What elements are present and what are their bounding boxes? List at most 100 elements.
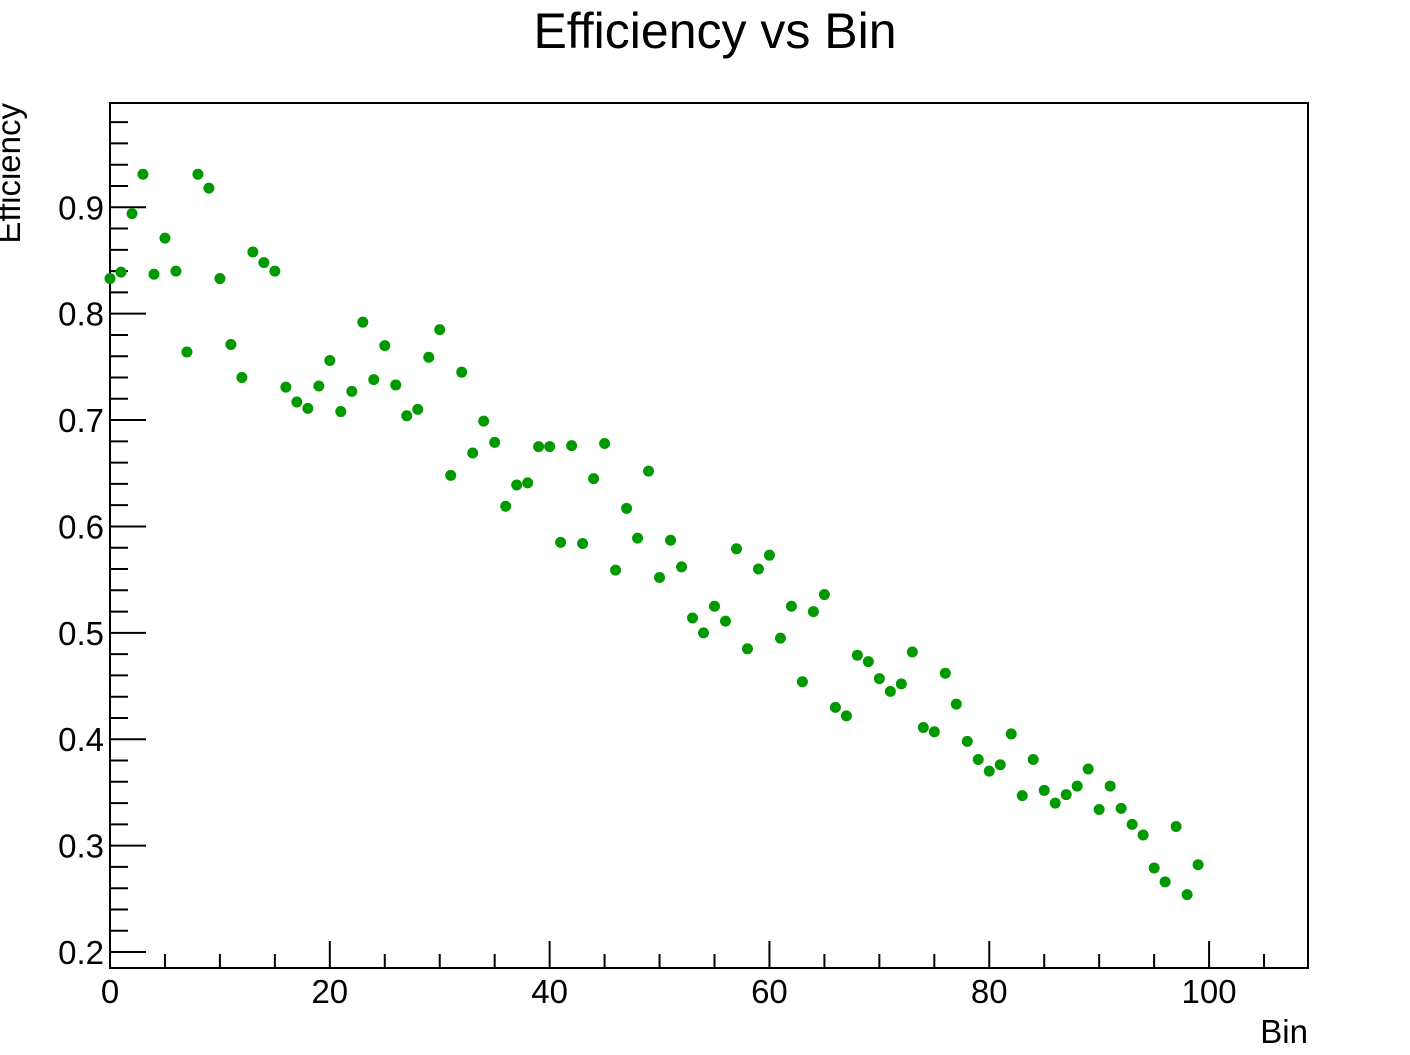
x-tick-label: 40 — [531, 973, 568, 1010]
data-point — [588, 473, 600, 485]
data-point — [796, 676, 808, 688]
data-point — [752, 563, 764, 575]
data-point — [774, 632, 786, 644]
data-point — [708, 600, 720, 612]
data-point — [1170, 820, 1182, 832]
data-point — [412, 403, 424, 415]
data-point — [181, 346, 193, 358]
data-point — [1005, 728, 1017, 740]
data-point — [324, 354, 336, 366]
data-point — [643, 465, 655, 477]
data-point — [1049, 797, 1061, 809]
data-point — [632, 532, 644, 544]
data-point — [950, 698, 962, 710]
data-point — [1060, 789, 1072, 801]
x-tick-label: 60 — [751, 973, 788, 1010]
data-point — [1104, 780, 1116, 792]
data-point — [862, 656, 874, 668]
data-point — [687, 612, 699, 624]
data-point — [895, 678, 907, 690]
data-point — [236, 372, 248, 384]
data-point — [1115, 802, 1127, 814]
data-point — [390, 379, 402, 391]
data-point — [1093, 803, 1105, 815]
data-point — [511, 479, 523, 491]
y-tick-label: 0.4 — [58, 721, 104, 758]
data-point — [1137, 829, 1149, 841]
x-tick-label: 100 — [1182, 973, 1237, 1010]
data-point — [621, 502, 633, 514]
y-tick-label: 0.6 — [58, 508, 104, 545]
data-point — [818, 589, 830, 601]
data-point — [522, 477, 534, 489]
data-point — [829, 701, 841, 713]
data-point — [258, 257, 270, 269]
data-point — [478, 415, 490, 427]
x-tick-label: 0 — [101, 973, 119, 1010]
data-point — [555, 536, 567, 548]
y-tick-label: 0.8 — [58, 296, 104, 333]
data-point — [928, 726, 940, 738]
data-point — [533, 441, 545, 453]
data-point — [939, 667, 951, 679]
data-point — [1192, 859, 1204, 871]
data-point — [972, 753, 984, 765]
data-point — [544, 441, 556, 453]
data-point — [730, 543, 742, 555]
axis-ticks — [110, 121, 1266, 968]
data-point — [456, 366, 468, 378]
data-point — [807, 606, 819, 618]
data-point — [1071, 780, 1083, 792]
x-tick-label: 80 — [971, 973, 1008, 1010]
data-point — [851, 649, 863, 661]
data-point — [302, 402, 314, 414]
data-point — [983, 765, 995, 777]
data-point — [500, 500, 512, 512]
data-point — [291, 396, 303, 408]
data-point — [676, 561, 688, 573]
y-tick-label: 0.2 — [58, 934, 104, 971]
data-point — [137, 168, 149, 180]
data-point — [445, 469, 457, 481]
data-points — [104, 168, 1204, 901]
data-point — [1082, 763, 1094, 775]
data-point — [379, 340, 391, 352]
data-point — [840, 710, 852, 722]
tick-labels: 0 20 40 60 80 100 0.2 0.3 0.4 0.5 0.6 0.7 0.8 0.9 — [58, 189, 1236, 1010]
data-point — [214, 273, 226, 285]
data-point — [1016, 790, 1028, 802]
data-point — [170, 265, 182, 277]
data-point — [247, 246, 259, 258]
data-point — [698, 627, 710, 639]
data-point — [346, 385, 358, 397]
data-point — [1159, 876, 1171, 888]
plot-frame — [109, 102, 1309, 969]
data-point — [126, 208, 138, 220]
data-point — [906, 646, 918, 658]
data-point — [665, 534, 677, 546]
data-point — [159, 232, 171, 244]
data-point — [368, 374, 380, 386]
data-point — [335, 406, 347, 418]
data-point — [1027, 753, 1039, 765]
data-point — [577, 537, 589, 549]
data-point — [115, 266, 127, 278]
data-point — [313, 380, 325, 392]
data-point — [873, 673, 885, 685]
data-point — [741, 643, 753, 655]
data-point — [357, 316, 369, 328]
data-point — [719, 615, 731, 627]
y-tick-label: 0.9 — [58, 189, 104, 226]
data-point — [269, 265, 281, 277]
data-point — [401, 410, 413, 422]
data-point — [1148, 862, 1160, 874]
data-point — [610, 564, 622, 576]
data-point — [599, 437, 611, 449]
y-tick-label: 0.5 — [58, 615, 104, 652]
data-point — [423, 351, 435, 363]
x-tick-label: 20 — [311, 973, 348, 1010]
data-point — [203, 182, 215, 194]
data-point — [1181, 889, 1193, 901]
